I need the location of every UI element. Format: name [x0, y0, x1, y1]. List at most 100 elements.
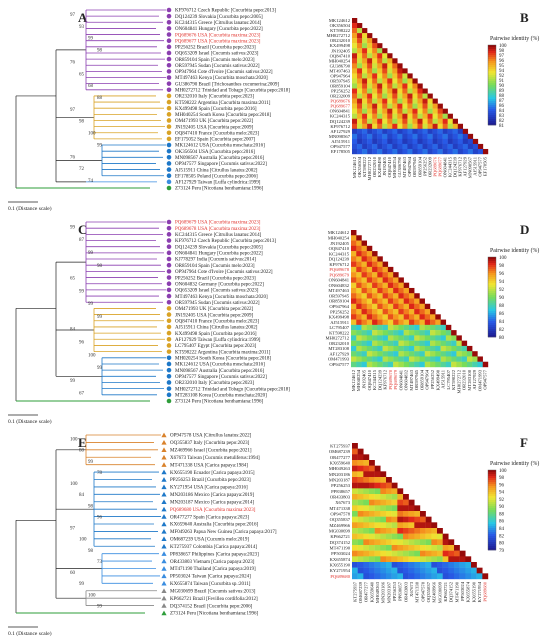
matrix-cell [367, 78, 373, 84]
matrix-cell [369, 550, 375, 557]
matrix-cell [382, 58, 388, 64]
matrix-col-label: KX499498 [435, 369, 440, 390]
matrix-cell [402, 108, 408, 114]
matrix-row-label: KX499498 [330, 43, 351, 48]
matrix-cell [427, 123, 433, 130]
panel-e: E100889978100849896971009873609910099OP9… [8, 432, 539, 637]
taxon-label: OM687239 USA [Cucumis melo:2019] [170, 538, 249, 543]
matrix-cell [357, 98, 363, 104]
matrix-cell [397, 128, 403, 135]
matrix-cell [391, 505, 398, 512]
matrix-cell [461, 340, 468, 347]
matrix-cell [369, 567, 375, 574]
matrix-cell [437, 533, 443, 540]
matrix-cell [431, 539, 438, 546]
taxon-marker [166, 293, 172, 299]
matrix-cell [445, 356, 452, 362]
matrix-cell [392, 103, 398, 109]
taxon-label: MF049263 Papua New Guinea [Carica papaya… [170, 530, 277, 535]
matrix-cell [386, 516, 392, 523]
matrix-cell [367, 113, 373, 119]
matrix-cell [403, 528, 409, 534]
matrix-row-label: KT598222 [329, 330, 350, 335]
bootstrap-label: 98 [79, 120, 85, 125]
matrix-col-label: MG030699 [437, 581, 442, 603]
matrix-cell [366, 277, 373, 283]
matrix-cell [445, 361, 452, 368]
matrix-cell [465, 567, 472, 574]
matrix-cell [403, 573, 409, 580]
matrix-cell [387, 324, 394, 331]
matrix-cell [357, 83, 363, 89]
taxon-label: OP947964 Cote d'Ivoire [Cucumis sativus:… [175, 270, 273, 275]
matrix-cell [397, 93, 403, 99]
matrix-cell [351, 361, 357, 368]
matrix-cell [425, 516, 432, 523]
legend-tick-label: 100 [499, 469, 507, 474]
matrix-col-label: MH0272712 [367, 156, 372, 180]
matrix-cell [397, 148, 403, 155]
legend-gradient [488, 303, 496, 306]
matrix-cell [352, 128, 358, 135]
matrix-col-label: OR597945 [412, 156, 417, 177]
legend-gradient [488, 291, 496, 294]
matrix-cell [407, 103, 413, 109]
taxon-marker [166, 275, 172, 280]
matrix-row-label: MK124612 [329, 18, 351, 23]
taxon-marker [166, 330, 172, 336]
matrix-cell [377, 123, 383, 130]
legend-gradient [488, 518, 496, 521]
matrix-cell [466, 351, 473, 357]
matrix-cell [361, 298, 368, 304]
matrix-cell [420, 516, 426, 523]
matrix-cell [374, 528, 381, 534]
matrix-cell [357, 516, 364, 523]
matrix-cell [403, 345, 410, 352]
matrix-col-label: KC244315 [447, 156, 452, 177]
legend-tick-label: 89 [499, 89, 505, 94]
matrix-cell [374, 533, 381, 540]
matrix-cell [393, 340, 399, 347]
legend-gradient [488, 311, 496, 314]
matrix-cell [377, 133, 383, 140]
taxon-marker [166, 374, 172, 379]
taxon-label: OM471993 UK [Cucurbita pepo:2022] [175, 307, 254, 312]
matrix-cell [372, 138, 378, 145]
matrix-cell [466, 345, 473, 352]
legend-gradient [488, 522, 496, 525]
taxon-marker [166, 324, 172, 330]
matrix-cell [372, 319, 378, 326]
legend-gradient [488, 105, 496, 108]
panel-letter-c: C [78, 222, 87, 237]
matrix-cell [369, 516, 375, 523]
matrix-cell [374, 499, 381, 506]
matrix-col-label: OK356504 [357, 156, 362, 177]
matrix-row-label: OQ847410 [330, 53, 351, 58]
matrix-cell [377, 43, 383, 49]
legend-gradient [488, 77, 496, 80]
matrix-cell [356, 282, 362, 289]
matrix-cell [362, 38, 368, 44]
legend-gradient [488, 95, 496, 98]
matrix-cell [461, 351, 468, 357]
matrix-cell [427, 128, 433, 135]
matrix-cell [367, 83, 373, 89]
legend-gradient [488, 508, 496, 511]
matrix-cell [356, 272, 362, 278]
matrix-cell [377, 53, 383, 59]
matrix-cell [408, 314, 415, 320]
matrix-cell [372, 128, 378, 135]
matrix-cell [424, 335, 431, 341]
matrix-cell [382, 133, 388, 140]
bootstrap-label: 99 [70, 379, 76, 384]
identity-matrix: KT275937OM687239OR477277KX659640MH049263… [329, 443, 489, 603]
matrix-cell [366, 303, 373, 310]
matrix-cell [356, 340, 362, 347]
matrix-cell [382, 261, 389, 268]
taxon-label: DQ124239 Slovakia [Cucurbita pepo:2005] [175, 15, 263, 20]
matrix-col-label: KT598222 [451, 369, 456, 390]
identity-matrix: MK124612MH040254JN192405OQ847410KC244315… [326, 230, 489, 393]
taxon-label: OQ355837 Italy [Cucurbita pepo:2023] [170, 441, 250, 446]
legend-gradient [488, 81, 496, 84]
matrix-row-label: KT275937 [330, 444, 351, 449]
